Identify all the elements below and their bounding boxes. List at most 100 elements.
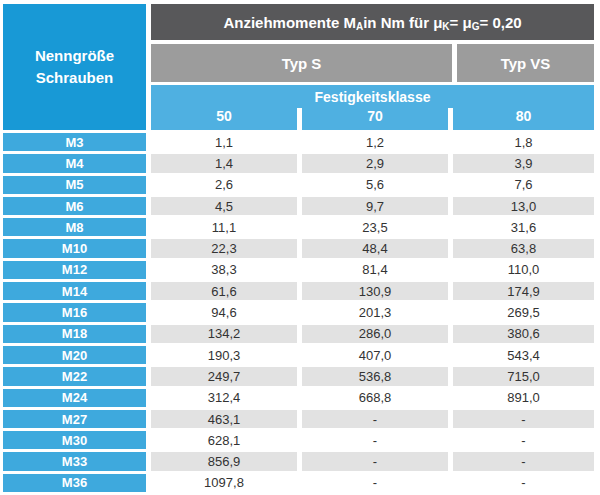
size-cell: M5 bbox=[3, 176, 146, 194]
value-cell: - bbox=[302, 452, 448, 470]
value-cell: 407,0 bbox=[302, 346, 448, 364]
value-cell: - bbox=[302, 410, 448, 428]
size-cell: M20 bbox=[3, 346, 146, 364]
table-row-m27: M27463,1-- bbox=[3, 410, 594, 428]
size-cell: M10 bbox=[3, 239, 146, 257]
value-cell: 1097,8 bbox=[151, 474, 297, 492]
value-cell: - bbox=[453, 474, 594, 492]
anziehmomente-torque-table: Nenngröße Schrauben Anziehmomente MA in … bbox=[0, 0, 600, 495]
table-header: Nenngröße Schrauben Anziehmomente MA in … bbox=[3, 4, 594, 130]
value-cell: - bbox=[453, 452, 594, 470]
value-cell: 1,2 bbox=[302, 133, 448, 151]
row-header-nenngroesse-schrauben: Nenngröße Schrauben bbox=[3, 4, 146, 130]
table-body: M3 1,1 1,2 1,8 M4 1,4 2,9 3,9 M5 2,6 5,6 7,6 M6 4,5 9,… bbox=[3, 133, 594, 492]
value-cell: 174,9 bbox=[453, 282, 594, 300]
size-cell: M27 bbox=[3, 410, 146, 428]
table-row-m8: M8 11,1 23,5 31,6 bbox=[3, 218, 594, 236]
value-cell: 5,6 bbox=[302, 176, 448, 194]
value-cell: 23,5 bbox=[302, 218, 448, 236]
size-cell: M30 bbox=[3, 431, 146, 449]
size-cell: M12 bbox=[3, 261, 146, 279]
value-cell: 2,6 bbox=[151, 176, 297, 194]
table-row-m30: M30628,1-- bbox=[3, 431, 594, 449]
title-subscript: A bbox=[356, 21, 363, 32]
table-title: Anziehmomente MA in Nm für μK = μG = 0,2… bbox=[151, 4, 594, 40]
value-cell: 61,6 bbox=[151, 282, 297, 300]
value-cell: 1,1 bbox=[151, 133, 297, 151]
class-header-row: 507080 bbox=[151, 108, 594, 130]
value-cell: 312,4 bbox=[151, 389, 297, 407]
table-row-m3: M3 1,1 1,2 1,8 bbox=[3, 133, 594, 151]
value-cell: 1,8 bbox=[453, 133, 594, 151]
class-header-50: 50 bbox=[151, 108, 297, 130]
title-text: Anziehmomente M bbox=[223, 14, 356, 31]
value-cell: 856,9 bbox=[151, 452, 297, 470]
value-cell: 31,6 bbox=[453, 218, 594, 236]
table-row-m4: M4 1,4 2,9 3,9 bbox=[3, 154, 594, 172]
value-cell: 1,4 bbox=[151, 154, 297, 172]
size-cell: M18 bbox=[3, 325, 146, 343]
value-cell: 134,2 bbox=[151, 325, 297, 343]
value-cell: 22,3 bbox=[151, 239, 297, 257]
value-cell: 190,3 bbox=[151, 346, 297, 364]
value-cell: 94,6 bbox=[151, 303, 297, 321]
size-cell: M22 bbox=[3, 367, 146, 385]
value-cell: 13,0 bbox=[453, 197, 594, 215]
table-row-m24: M24 312,4 668,8 891,0 bbox=[3, 389, 594, 407]
value-cell: - bbox=[453, 410, 594, 428]
value-cell: - bbox=[302, 431, 448, 449]
value-cell: 380,6 bbox=[453, 325, 594, 343]
table-row-m36: M361097,8-- bbox=[3, 474, 594, 492]
value-cell: 3,9 bbox=[453, 154, 594, 172]
value-cell: 463,1 bbox=[151, 410, 297, 428]
title-text: = 0,20 bbox=[479, 14, 521, 31]
size-cell: M14 bbox=[3, 282, 146, 300]
value-cell: 63,8 bbox=[453, 239, 594, 257]
value-cell: 11,1 bbox=[151, 218, 297, 236]
title-text: = μ bbox=[450, 14, 472, 31]
value-cell: 543,4 bbox=[453, 346, 594, 364]
value-cell: 81,4 bbox=[302, 261, 448, 279]
size-cell: M8 bbox=[3, 218, 146, 236]
value-cell: 9,7 bbox=[302, 197, 448, 215]
festigkeitsklasse-label: Festigkeitsklasse bbox=[151, 85, 594, 108]
value-cell: 130,9 bbox=[302, 282, 448, 300]
value-cell: 7,6 bbox=[453, 176, 594, 194]
title-text: in Nm für μ bbox=[363, 14, 442, 31]
title-subscript: G bbox=[472, 21, 480, 32]
class-header-80: 80 bbox=[453, 108, 594, 130]
value-cell: 201,3 bbox=[302, 303, 448, 321]
table-row-m22: M22 249,7 536,8 715,0 bbox=[3, 367, 594, 385]
value-cell: 891,0 bbox=[453, 389, 594, 407]
header-right: Anziehmomente MA in Nm für μK = μG = 0,2… bbox=[151, 4, 594, 130]
size-cell: M6 bbox=[3, 197, 146, 215]
table-row-m33: M33856,9-- bbox=[3, 452, 594, 470]
table-row-m10: M1022,348,463,8 bbox=[3, 239, 594, 257]
size-cell: M24 bbox=[3, 389, 146, 407]
value-cell: 38,3 bbox=[151, 261, 297, 279]
column-group-typ-vs: Typ VS bbox=[457, 44, 594, 82]
value-cell: - bbox=[453, 431, 594, 449]
table-row-m6: M6 4,5 9,7 13,0 bbox=[3, 197, 594, 215]
value-cell: - bbox=[302, 474, 448, 492]
value-cell: 628,1 bbox=[151, 431, 297, 449]
table-row-m18: M18134,2286,0380,6 bbox=[3, 325, 594, 343]
value-cell: 269,5 bbox=[453, 303, 594, 321]
table-row-m5: M5 2,6 5,6 7,6 bbox=[3, 176, 594, 194]
size-cell: M4 bbox=[3, 154, 146, 172]
value-cell: 715,0 bbox=[453, 367, 594, 385]
value-cell: 249,7 bbox=[151, 367, 297, 385]
value-cell: 110,0 bbox=[453, 261, 594, 279]
value-cell: 536,8 bbox=[302, 367, 448, 385]
column-group-typ-s: Typ S bbox=[151, 44, 452, 82]
value-cell: 4,5 bbox=[151, 197, 297, 215]
table-row-m20: M20 190,3 407,0 543,4 bbox=[3, 346, 594, 364]
size-cell: M36 bbox=[3, 474, 146, 492]
value-cell: 668,8 bbox=[302, 389, 448, 407]
table-row-m12: M12 38,3 81,4 110,0 bbox=[3, 261, 594, 279]
size-cell: M3 bbox=[3, 133, 146, 151]
festigkeitsklasse-block: Festigkeitsklasse 507080 bbox=[151, 85, 594, 130]
table-row-m14: M14 61,6 130,9 174,9 bbox=[3, 282, 594, 300]
value-cell: 2,9 bbox=[302, 154, 448, 172]
table-row-m16: M1694,6201,3269,5 bbox=[3, 303, 594, 321]
